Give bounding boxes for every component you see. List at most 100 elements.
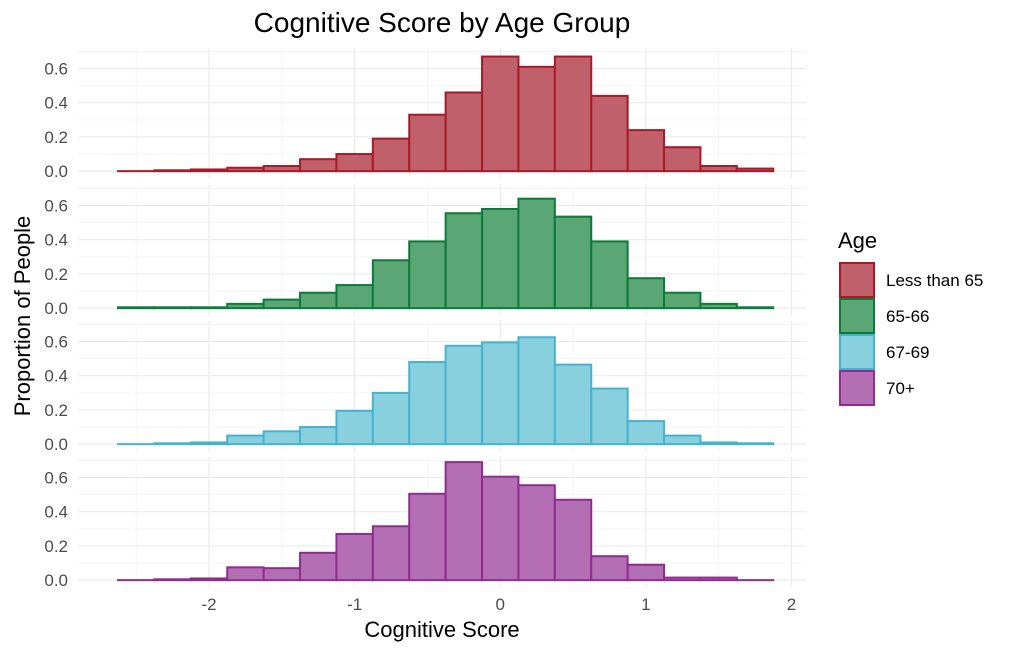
histogram-bar (189, 168, 229, 173)
legend: Age Less than 65 65-66 67-69 70+ (838, 228, 983, 406)
histogram-bar (735, 442, 775, 446)
histogram-bar (408, 492, 447, 582)
legend-label: 70+ (886, 379, 915, 398)
histogram-bar (699, 441, 738, 446)
histogram-bar (444, 212, 484, 310)
histogram-bar (262, 165, 302, 173)
histogram-bar (299, 551, 338, 582)
histogram-bar (335, 153, 374, 173)
histogram-bar (663, 576, 702, 582)
histogram-bar (481, 341, 520, 446)
histogram-bar (444, 91, 484, 173)
x-tick-label: 2 (787, 595, 796, 614)
y-tick-label: 0.4 (44, 231, 68, 250)
y-tick-label: 0.6 (44, 197, 68, 216)
histogram-bar (444, 344, 484, 446)
y-tick-label: 0.0 (44, 162, 68, 181)
histogram-bar (590, 94, 629, 173)
y-tick-label: 0.4 (44, 94, 68, 113)
histogram-bar (262, 298, 302, 310)
histogram-bar (408, 240, 447, 310)
facet-panel: 0.0 0.2 0.4 0.6 (44, 457, 806, 590)
histogram-bar (699, 576, 738, 582)
y-tick-label: 0.2 (44, 537, 68, 556)
histogram-bar (153, 442, 192, 446)
histogram-bar (590, 387, 629, 446)
facet-panel: 0.0 0.2 0.4 0.6 (44, 321, 806, 454)
y-tick-label: 0.2 (44, 128, 68, 147)
histogram-bar (735, 306, 775, 310)
legend-swatch (839, 262, 875, 298)
x-axis-title: Cognitive Score (364, 617, 519, 642)
legend-title: Age (838, 228, 877, 253)
histogram-bar (699, 302, 738, 310)
chart-title: Cognitive Score by Age Group (254, 7, 631, 38)
histogram-bar (590, 240, 629, 310)
histogram-bar (117, 306, 156, 310)
y-tick-label: 0.6 (44, 60, 68, 79)
histogram-bar (153, 306, 192, 310)
x-tick-label: 0 (496, 595, 505, 614)
histogram-bar (408, 361, 447, 446)
histogram-bar (626, 129, 666, 173)
histogram-bar (444, 461, 484, 582)
histogram-bar (299, 291, 338, 310)
histogram-bar (189, 441, 229, 446)
histogram-bar (226, 434, 265, 446)
histogram-bar (153, 578, 192, 582)
histogram-bar (553, 363, 593, 446)
y-tick-label: 0.2 (44, 265, 68, 284)
histogram-bar (626, 563, 666, 582)
legend-swatch (839, 298, 875, 334)
histogram-bar (699, 165, 738, 173)
histogram-bar (371, 137, 411, 173)
legend-swatch (839, 334, 875, 370)
histogram-bar (663, 291, 702, 310)
legend-swatch (839, 370, 875, 406)
histogram-bar (189, 306, 229, 310)
histogram-bar (735, 167, 775, 173)
facet-panel: 0.0 0.2 0.4 0.6 (44, 185, 806, 318)
histogram-bar (590, 555, 629, 582)
histogram-bar (371, 525, 411, 582)
histogram-bar (517, 197, 556, 310)
y-axis-title: Proportion of People (10, 216, 35, 417)
histogram-bar (262, 567, 302, 582)
histogram-bar (299, 426, 338, 446)
histogram-bar (626, 420, 666, 446)
y-tick-label: 0.0 (44, 571, 68, 590)
histogram-bar (335, 409, 374, 446)
y-tick-label: 0.4 (44, 367, 68, 386)
histogram-bar (371, 259, 411, 310)
y-tick-label: 0.4 (44, 503, 68, 522)
histogram-bar (371, 391, 411, 446)
histogram-bar (663, 146, 702, 173)
histogram-bar (226, 302, 265, 310)
histogram-bar (626, 277, 666, 310)
histogram-bar (408, 113, 447, 173)
histogram-bar (226, 166, 265, 173)
histogram-bar (517, 484, 556, 582)
legend-label: Less than 65 (886, 271, 983, 290)
histogram-bar (189, 577, 229, 582)
x-tick-label: 1 (641, 595, 650, 614)
histogram-bar (553, 55, 593, 173)
histogram-bar (663, 434, 702, 446)
legend-label: 65-66 (886, 307, 929, 326)
x-tick-label: -2 (201, 595, 216, 614)
histogram-bar (481, 55, 520, 173)
y-tick-label: 0.0 (44, 299, 68, 318)
y-tick-label: 0.6 (44, 469, 68, 488)
histogram-bar (335, 284, 374, 310)
facet-panel: 0.0 0.2 0.4 0.6 (44, 48, 806, 181)
legend-label: 67-69 (886, 343, 929, 362)
y-tick-label: 0.0 (44, 435, 68, 454)
y-tick-label: 0.6 (44, 333, 68, 352)
histogram-bar (262, 430, 302, 446)
histogram-bar (335, 532, 374, 582)
histogram-bar (553, 215, 593, 310)
histogram-bar (153, 169, 192, 173)
histogram-bar (299, 158, 338, 173)
x-tick-label: -1 (347, 595, 362, 614)
